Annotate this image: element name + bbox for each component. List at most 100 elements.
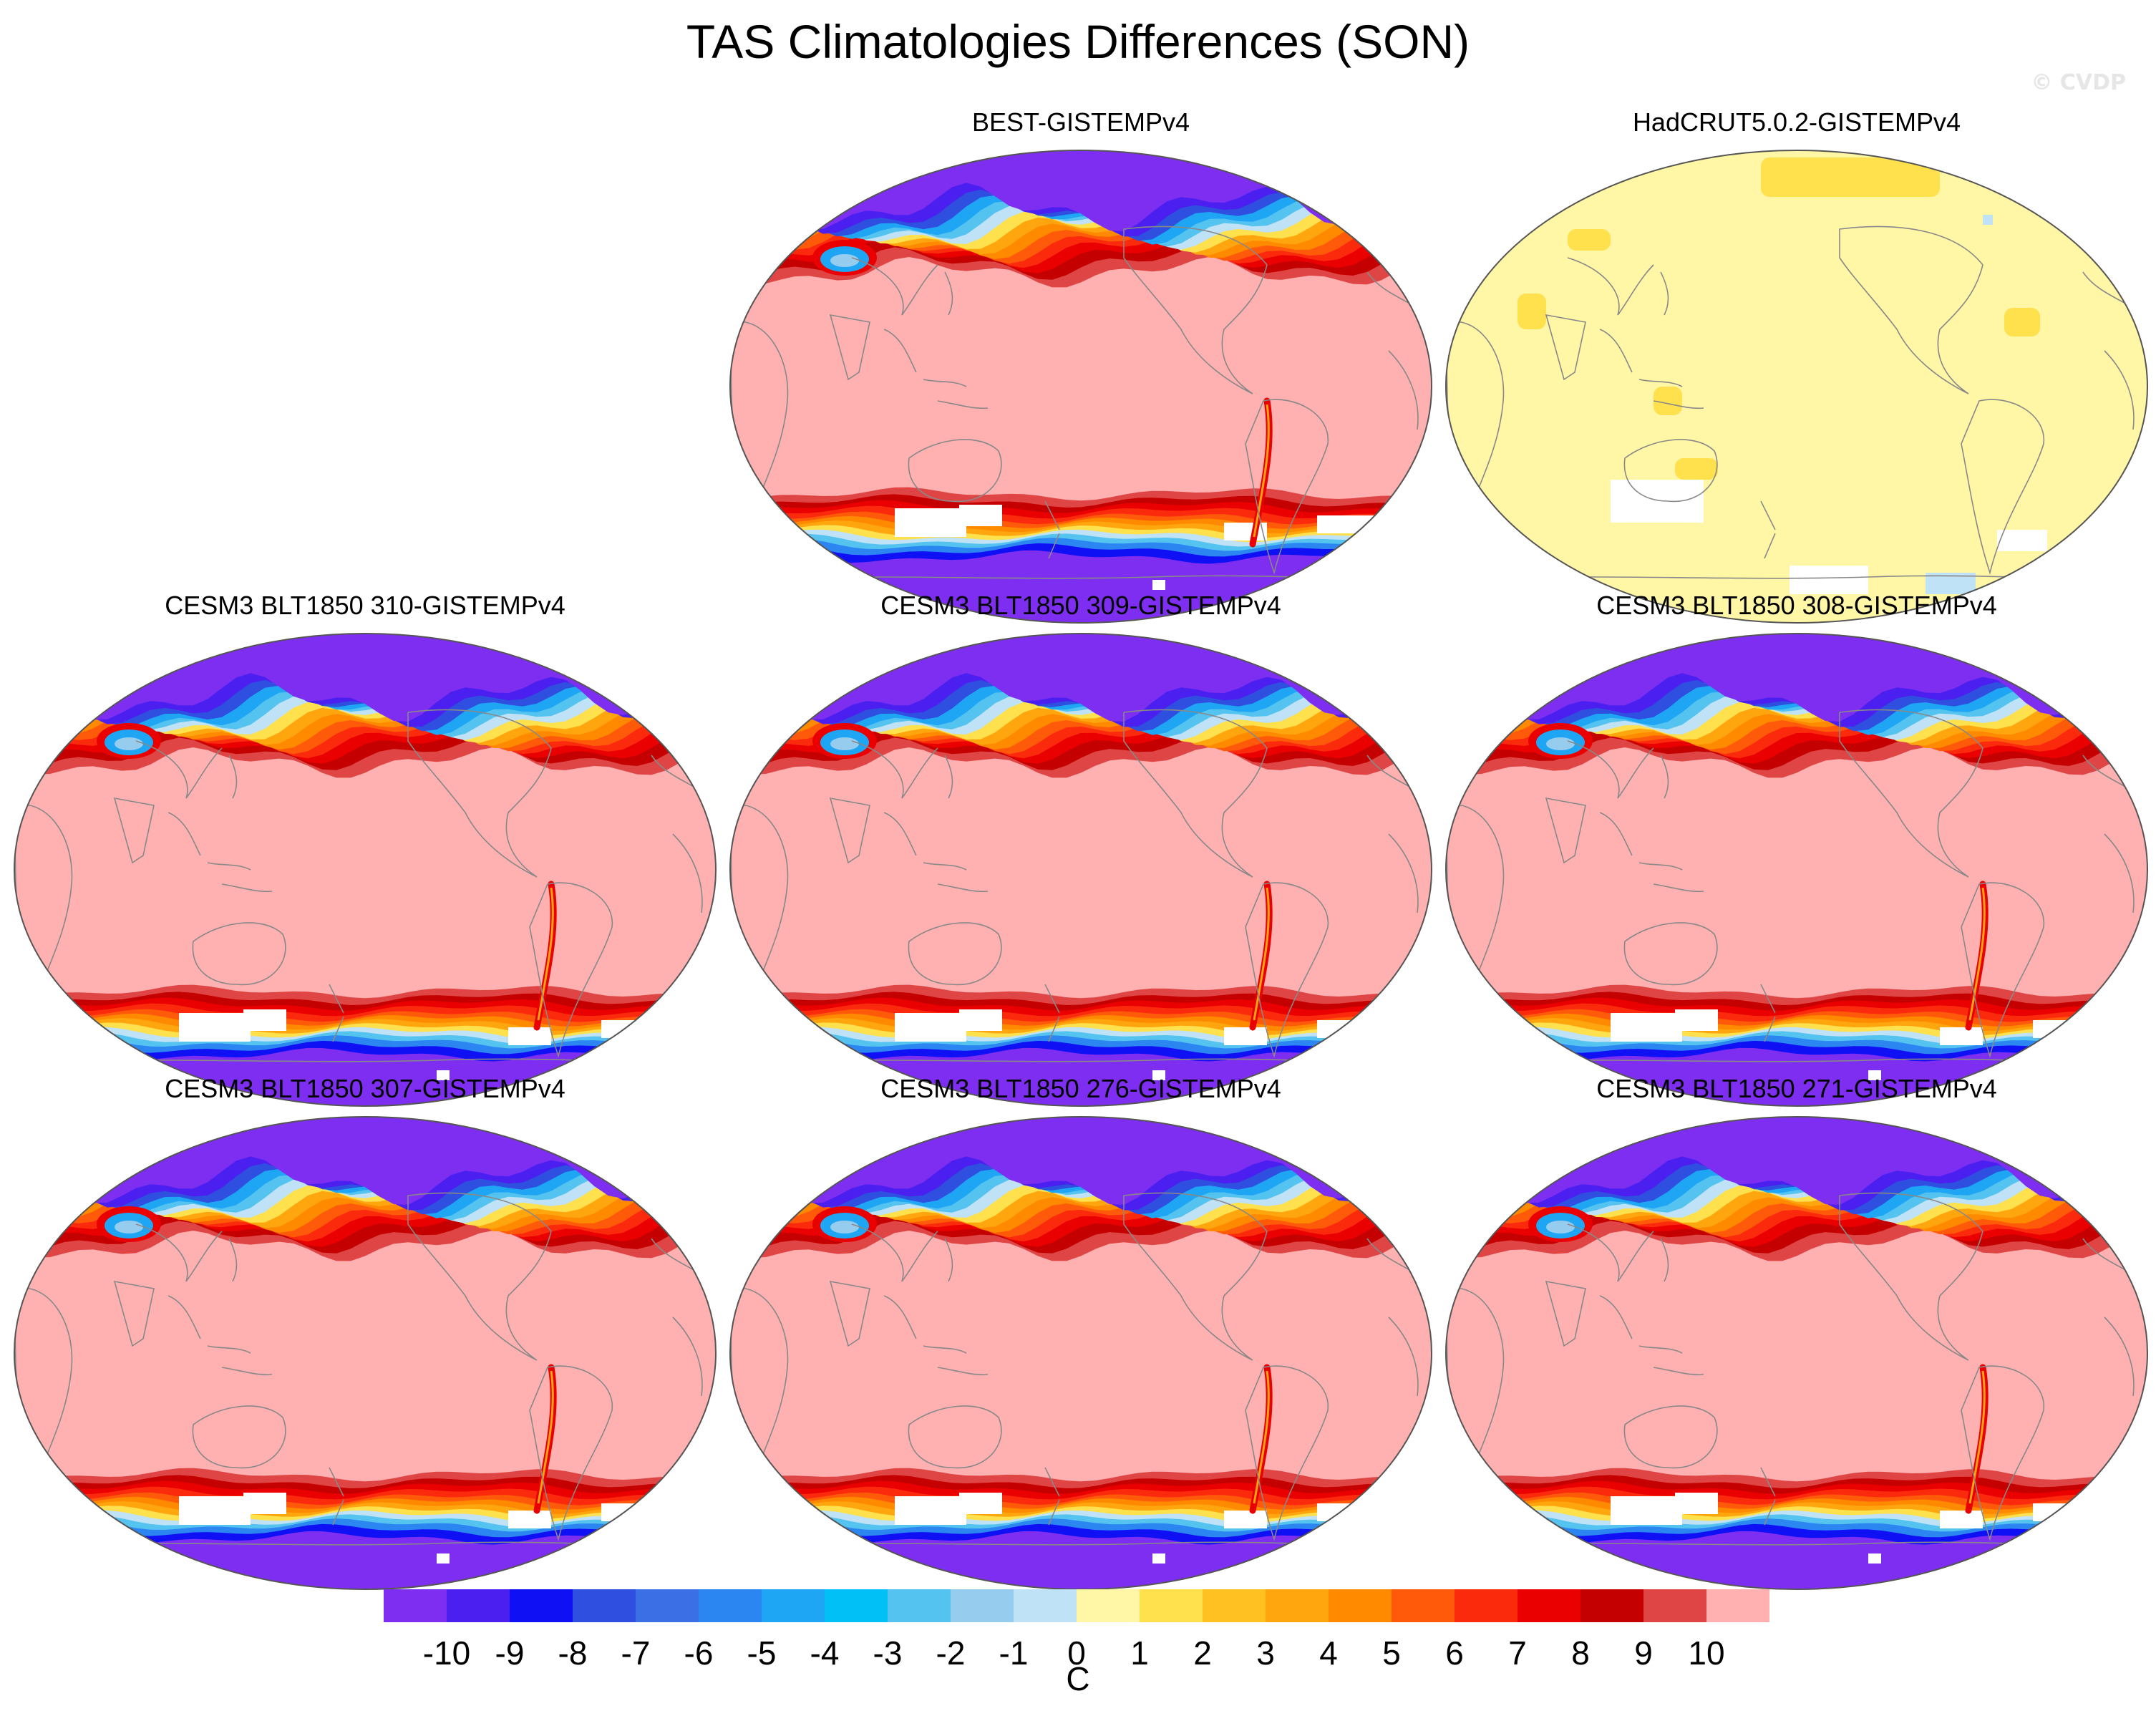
coastline-east-asia: [1567, 1223, 1654, 1282]
panel-title: CESM3 BLT1850 271-GISTEMPv4: [1596, 1074, 1997, 1103]
colorbar-swatch: [636, 1589, 699, 1622]
colorbar-swatch: [699, 1589, 762, 1622]
missing-data-patch: [895, 1496, 966, 1525]
missing-data-patch: [959, 1493, 1002, 1514]
map-fill-group: [1446, 634, 2147, 1106]
tibet-cold-core: [1546, 737, 1575, 750]
missing-data-patch: [1224, 1511, 1267, 1528]
warm-anomaly-patch: [1675, 458, 1718, 480]
missing-data-patch: [1675, 1493, 1718, 1514]
map-panel-310: CESM3 BLT1850 310-GISTEMPv4: [7, 591, 723, 1113]
coastline-australia: [908, 1405, 1002, 1469]
panel-title: CESM3 BLT1850 309-GISTEMPv4: [880, 591, 1281, 620]
coastline-japan: [1660, 1238, 1669, 1282]
colorbar-tick-label: -10: [422, 1634, 471, 1672]
colorbar-swatch: [1392, 1589, 1455, 1622]
antarctic-anomaly-band: [1446, 1531, 2147, 1589]
missing-data-patch: [601, 1020, 666, 1038]
map-border: [1445, 1116, 2148, 1590]
missing-data-patch: [2033, 1020, 2097, 1038]
coastline-east-asia: [1567, 740, 1654, 799]
colorbar-tick-label: -8: [558, 1634, 588, 1672]
coastline-japan: [944, 755, 953, 799]
coastline-se-asia: [167, 812, 273, 893]
missing-data-patch: [1152, 580, 1165, 590]
tibet-cold-core: [830, 1221, 859, 1233]
tibet-cold-core: [115, 737, 143, 750]
tibet-cold-core: [1546, 1221, 1575, 1233]
coastline-japan: [944, 1238, 953, 1282]
colorbar-unit: C: [1066, 1660, 1090, 1697]
colorbar-tick-label: -2: [936, 1634, 966, 1672]
coastline-south-america: [1245, 399, 1329, 575]
map-panel-best: BEST-GISTEMPv4: [723, 107, 1439, 630]
map-border: [729, 150, 1432, 624]
missing-data-patch: [895, 508, 966, 537]
warm-anomaly-patch: [1654, 387, 1682, 415]
missing-data-patch: [959, 1009, 1002, 1031]
colorbar-swatch: [1203, 1589, 1266, 1622]
world-map-svg: [1445, 633, 2148, 1107]
coastline-japan: [228, 1238, 238, 1282]
coastline-australia: [908, 922, 1002, 986]
coastline-north-america: [1839, 1192, 1983, 1361]
colorbar-tick-label: 6: [1445, 1634, 1464, 1672]
world-map-svg: [14, 1116, 717, 1590]
coastline-india: [1545, 797, 1586, 864]
map-panel-276: CESM3 BLT1850 276-GISTEMPv4: [723, 1074, 1439, 1596]
coastline-north-america: [407, 1192, 552, 1361]
colorbar-swatch: [762, 1589, 825, 1622]
colorbar-tick-label: 10: [1688, 1634, 1725, 1672]
colorbar-tick-label: 9: [1634, 1634, 1653, 1672]
panel-title: HadCRUT5.0.2-GISTEMPv4: [1632, 107, 1961, 137]
colorbar-tick-label: 0: [1067, 1634, 1086, 1672]
map-fill-group: [730, 150, 1432, 623]
colorbar-swatch: [951, 1589, 1014, 1622]
world-map-svg: [14, 633, 717, 1107]
missing-data-patch: [508, 1511, 551, 1528]
colorbar-swatch: [384, 1589, 447, 1622]
coastline-se-asia: [883, 812, 989, 893]
missing-data-patch: [179, 1013, 251, 1042]
world-map-svg: [729, 1116, 1432, 1590]
panel-title: BEST-GISTEMPv4: [971, 107, 1190, 137]
map-border: [729, 633, 1432, 1107]
coastline-australia: [908, 439, 1002, 503]
missing-data-patch: [1224, 523, 1267, 541]
world-map-svg: [729, 633, 1432, 1107]
panel-title: CESM3 BLT1850 307-GISTEMPv4: [165, 1074, 565, 1103]
coastline-east-asia: [851, 1223, 938, 1282]
colorbar-tick-label: 1: [1130, 1634, 1149, 1672]
coastline-australia: [1623, 1405, 1718, 1469]
map-fill-group: [730, 1117, 1432, 1589]
coastline-north-america: [1839, 226, 1983, 394]
andes-warm-core: [1968, 887, 1986, 1021]
colorbar-tick-label: 7: [1508, 1634, 1527, 1672]
tibet-cold-core: [115, 1221, 143, 1233]
map-fill-group: [14, 1117, 716, 1589]
coastline-japan: [1660, 755, 1669, 799]
coastline-new-zealand: [1044, 984, 1060, 1042]
coastline-india: [113, 797, 155, 864]
missing-data-patch: [1868, 1553, 1881, 1564]
coastline-new-zealand: [1760, 500, 1776, 559]
map-border: [14, 633, 717, 1107]
missing-data-patch: [1611, 1496, 1682, 1525]
map-fill-group: [1446, 150, 2147, 623]
missing-data-patch: [437, 1553, 450, 1564]
coastline-south-america: [529, 882, 613, 1058]
colorbar-swatch: [1014, 1589, 1077, 1622]
panel-title: CESM3 BLT1850 276-GISTEMPv4: [880, 1074, 1281, 1103]
coastline-india: [1545, 314, 1586, 381]
coastline-new-zealand: [1044, 500, 1060, 559]
colorbar-tick-label: -6: [684, 1634, 714, 1672]
coastline-south-america: [529, 1365, 613, 1541]
coastline-australia: [192, 1405, 286, 1469]
missing-data-patch: [508, 1027, 551, 1045]
panel-title: CESM3 BLT1850 310-GISTEMPv4: [165, 591, 565, 620]
coastline-south-america: [1245, 1365, 1329, 1541]
near-zero-background: [1446, 150, 2147, 623]
panel-title: CESM3 BLT1850 308-GISTEMPv4: [1596, 591, 1997, 620]
coastline-south-america: [1961, 399, 2045, 575]
colorbar-tick-label: 3: [1256, 1634, 1275, 1672]
